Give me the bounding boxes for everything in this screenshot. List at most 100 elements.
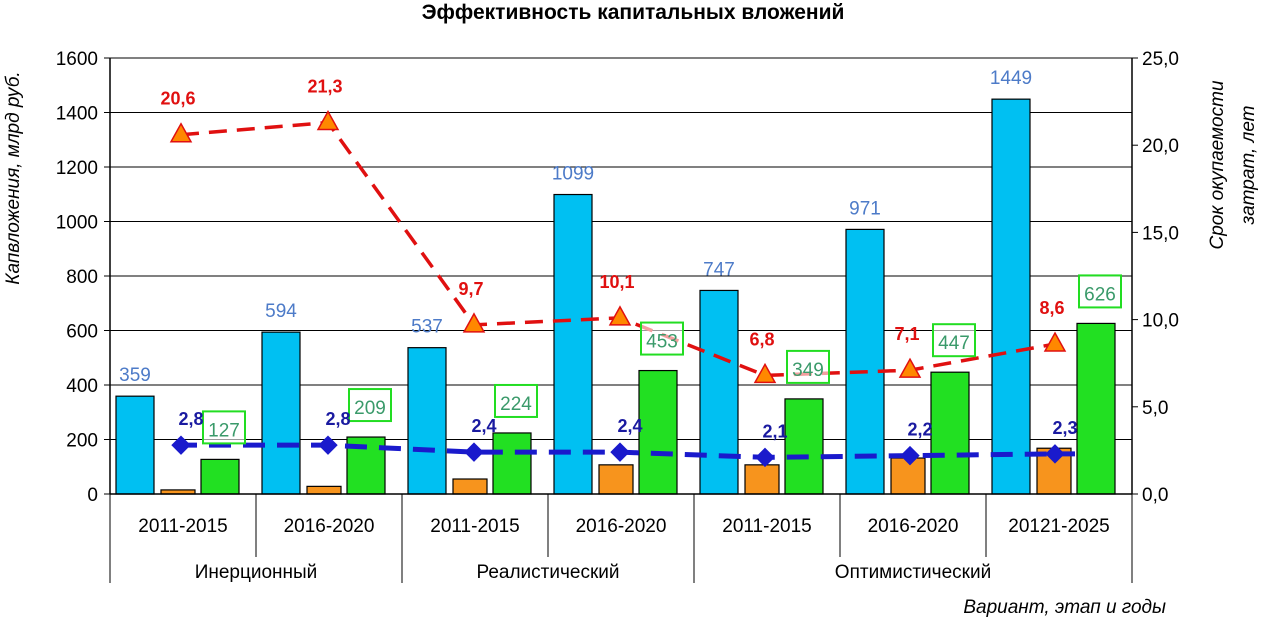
payback-blue-label: 2,4 [471, 416, 496, 436]
payback-red-label: 7,1 [894, 324, 919, 344]
x-category-label: 2011-2015 [430, 516, 519, 537]
bar-capex [699, 289, 739, 495]
bar-capex [845, 228, 885, 495]
bar-total [784, 398, 824, 495]
bars [115, 98, 1116, 495]
y2-axis-title-line2: затрат, лет [1238, 105, 1259, 225]
payback-red-label: 6,8 [749, 329, 774, 349]
x-category-label: 2011-2015 [722, 516, 811, 537]
y-tick-label: 1200 [56, 158, 98, 179]
capex-value-label: 1449 [990, 68, 1032, 89]
capex-value-label: 359 [119, 365, 151, 386]
payback-blue-marker [464, 442, 484, 462]
total-label-box [932, 323, 976, 358]
total-label-box [640, 321, 684, 356]
payback-blue-label: 2,1 [762, 421, 787, 441]
y2-tick-label: 0,0 [1142, 485, 1168, 506]
capex-value-label: 747 [703, 259, 735, 280]
payback-red-label: 21,3 [307, 77, 342, 97]
bar-annual [598, 464, 634, 495]
payback-red-label: 20,6 [160, 89, 195, 109]
y2-tick-label: 15,0 [1142, 223, 1179, 244]
payback-red-marker [753, 362, 777, 384]
data-labels: 359 594 537 1099 747 971 1449 127 209 224 453 349 44… [119, 68, 1122, 445]
x-category-label: 2016-2020 [868, 516, 959, 537]
bar-annual [744, 464, 780, 495]
payback-blue-label: 2,8 [325, 409, 350, 429]
y-tick-label: 0 [87, 485, 98, 506]
total-label-box [494, 383, 538, 418]
y-axis-title: Капвложения, млрд руб. [3, 71, 24, 284]
total-value-label: 224 [500, 394, 532, 415]
chart-title: Эффективность капитальных вложений [422, 1, 845, 24]
payback-blue-marker [318, 435, 338, 455]
y2-tick-label: 5,0 [1142, 398, 1168, 419]
total-value-label: 127 [208, 420, 240, 441]
lines [169, 109, 1075, 468]
bar-annual [306, 485, 342, 495]
payback-red-label: 10,1 [599, 272, 634, 292]
y2-tick-label: 25,0 [1142, 49, 1179, 70]
payback-blue-label: 2,4 [617, 416, 642, 436]
bar-capex [407, 347, 447, 495]
capex-value-label: 537 [411, 317, 443, 338]
bar-capex [553, 193, 593, 495]
payback-red-marker [169, 122, 193, 143]
bar-total [200, 458, 240, 495]
y2-tick-label: 10,0 [1142, 311, 1179, 332]
payback-blue-marker [171, 435, 191, 455]
payback-blue-marker [755, 447, 775, 468]
y-tick-label: 1600 [56, 49, 98, 70]
bar-total [638, 369, 678, 495]
total-value-label: 209 [354, 398, 386, 419]
payback-red-marker [316, 109, 340, 131]
total-label-box [348, 388, 392, 423]
y2-tick-label: 20,0 [1142, 136, 1179, 157]
y-tick-label: 200 [66, 431, 98, 452]
x-group-label: Оптимистический [835, 562, 991, 583]
y-tick-label: 1400 [56, 104, 98, 125]
capex-value-label: 594 [265, 301, 297, 322]
total-value-label: 626 [1084, 284, 1116, 305]
payback-blue-label: 2,2 [907, 420, 932, 440]
bar-capex [115, 395, 155, 495]
axes: 0 200 400 600 800 1000 1200 1400 1600 0,0 5,0 10,0 1… [56, 49, 1179, 583]
bar-total [1076, 322, 1116, 495]
payback-blue-marker [610, 442, 630, 462]
x-axis-title: Вариант, этап и годы [963, 597, 1166, 617]
payback-red-label: 9,7 [458, 279, 483, 299]
payback-red-marker [898, 357, 922, 378]
total-value-label: 453 [646, 332, 678, 353]
payback-red-marker [462, 312, 486, 333]
y-tick-label: 400 [66, 376, 98, 397]
y-tick-label: 600 [66, 322, 98, 343]
bar-capex [991, 98, 1031, 495]
payback-blue-marker [1045, 444, 1065, 464]
y-tick-label: 1000 [56, 213, 98, 234]
total-value-label: 349 [792, 360, 824, 381]
payback-red-marker [608, 305, 632, 326]
y2-axis-title-line1: Срок окупаемости [1207, 80, 1228, 249]
total-label-box [202, 410, 246, 445]
total-label-box [786, 349, 830, 384]
payback-blue-marker [900, 445, 920, 466]
payback-blue-label: 2,8 [178, 409, 203, 429]
payback-red-label: 8,6 [1039, 298, 1064, 318]
x-group-label: Инерционный [195, 562, 318, 583]
capex-value-label: 971 [849, 198, 881, 219]
bar-total [930, 371, 970, 495]
total-value-label: 447 [938, 333, 970, 354]
x-category-label: 20121-2025 [1008, 516, 1109, 537]
payback-red-marker [1043, 331, 1067, 352]
bar-annual [890, 457, 926, 495]
payback-blue-label: 2,3 [1052, 418, 1077, 438]
bar-capex [261, 331, 301, 495]
capex-value-label: 1099 [552, 164, 594, 185]
y-tick-label: 800 [66, 267, 98, 288]
total-label-box [1078, 274, 1122, 309]
x-category-label: 2011-2015 [138, 516, 227, 537]
payback-line-red [180, 120, 1056, 378]
bar-annual [452, 478, 488, 495]
x-group-label: Реалистический [477, 562, 620, 583]
